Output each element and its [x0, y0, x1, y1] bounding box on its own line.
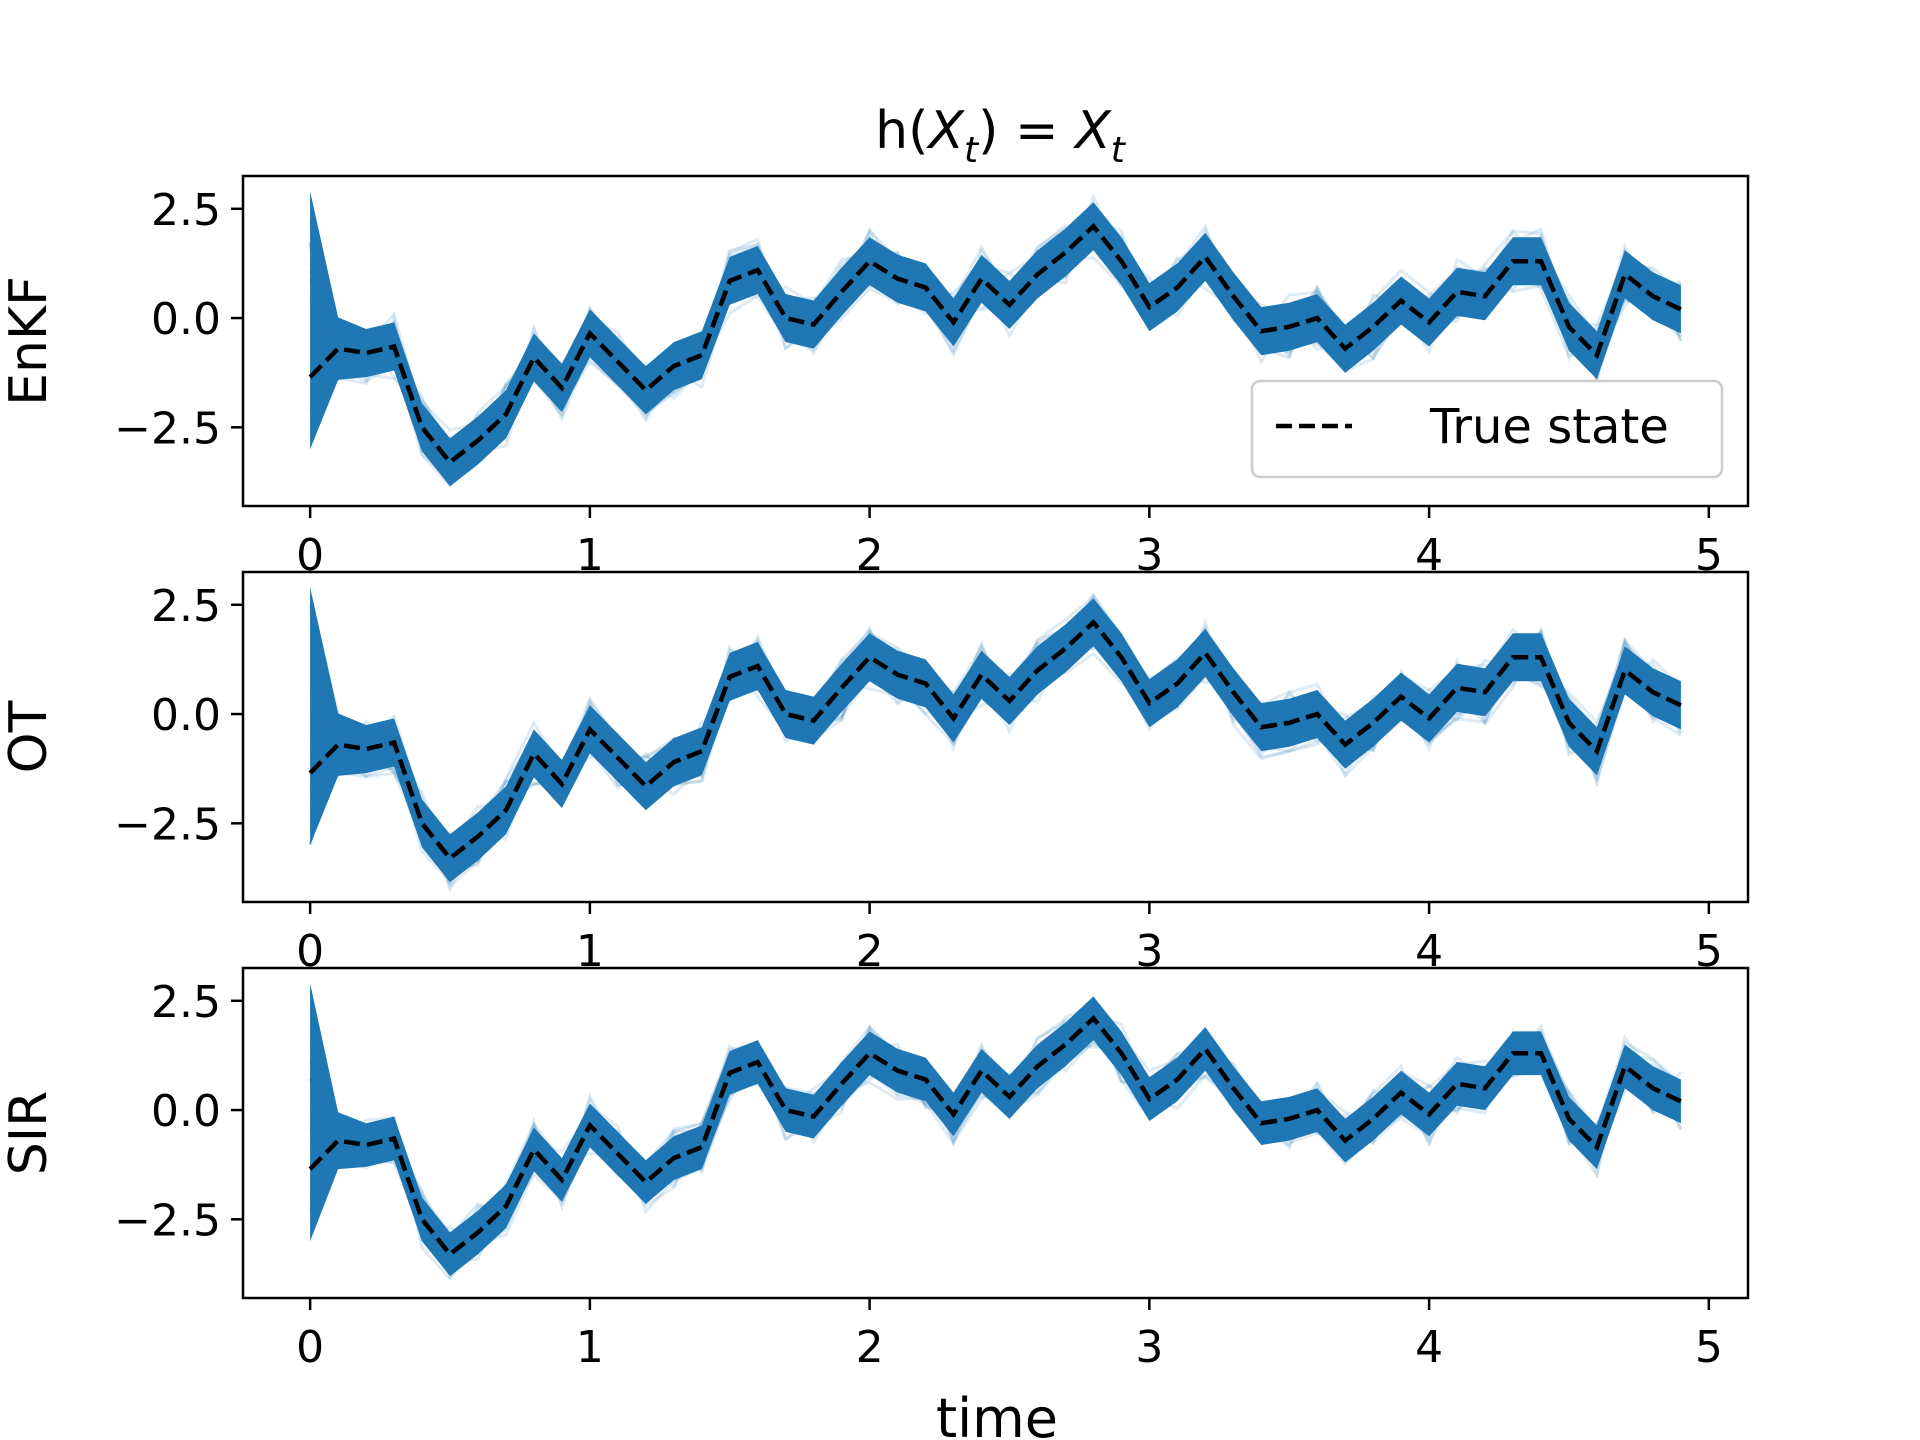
ensemble-member-line [308, 198, 1682, 465]
y-tick-label: 2.5 [151, 185, 221, 236]
ensemble-member-line [308, 604, 1683, 869]
x-tick-label: 0 [296, 926, 324, 977]
plot-area [308, 587, 1683, 894]
x-axis-label: time [936, 1387, 1058, 1440]
ensemble-member-line [308, 989, 1682, 1244]
y-tick-label: 2.5 [151, 581, 221, 632]
legend-label: True state [1429, 399, 1669, 455]
y-tick-label: −2.5 [114, 403, 221, 454]
ensemble-member-line [308, 212, 1681, 471]
panel-label: EnKF [0, 276, 59, 406]
ensemble-band [310, 587, 1681, 883]
panels: 2.5 0.0 −2.5 0 1 2 3 4 5 EnKF True state 2.5 0.0 −2.5… [0, 174, 1750, 1373]
x-tick-label: 5 [1695, 926, 1723, 977]
chart-title: h(Xt) = Xt [875, 101, 1127, 171]
ensemble-member-line [309, 1009, 1683, 1255]
y-tick-label: 2.5 [151, 977, 221, 1028]
true-state-line [308, 618, 1682, 862]
ensemble-member-line [308, 1021, 1682, 1268]
ensemble-member-line [309, 1002, 1683, 1264]
ensemble-member-line [308, 633, 1683, 888]
panel-sir: 2.5 0.0 −2.5 0 1 2 3 4 5 SIR [0, 966, 1750, 1373]
panel-ot: 2.5 0.0 −2.5 0 1 2 3 4 5 OT [0, 570, 1750, 977]
panel-enkf: 2.5 0.0 −2.5 0 1 2 3 4 5 EnKF True state [0, 174, 1750, 581]
ensemble-member-line [309, 1028, 1682, 1242]
y-tick-label: 0.0 [151, 294, 221, 345]
ensemble-member-line [308, 593, 1682, 885]
legend-box [1250, 379, 1724, 479]
true-state-line [308, 1014, 1682, 1258]
legend: True state [1250, 379, 1724, 479]
axes-frame [241, 570, 1750, 904]
x-tick-label: 1 [576, 530, 604, 581]
plot-area [308, 983, 1683, 1282]
ensemble-member-line [308, 625, 1682, 894]
x-tick-label: 3 [1135, 926, 1163, 977]
panel-label: SIR [0, 1091, 59, 1175]
y-tick-label: 0.0 [151, 690, 221, 741]
x-tick-label: 0 [296, 1322, 324, 1373]
y-tick-label: 0.0 [151, 1086, 221, 1137]
ensemble-member-line [308, 1000, 1682, 1260]
ensemble-member-line [308, 212, 1682, 482]
y-tick-label: −2.5 [114, 799, 221, 850]
ensemble-member-line [308, 1017, 1682, 1248]
x-tick-label: 2 [856, 1322, 884, 1373]
ensemble-member-line [308, 226, 1683, 464]
axes-frame [241, 966, 1750, 1300]
ensemble-member-line [308, 1004, 1683, 1265]
ensemble-member-line [308, 233, 1682, 441]
x-tick-label: 1 [576, 1322, 604, 1373]
x-tick-label: 5 [1695, 1322, 1723, 1373]
ensemble-member-line [309, 1039, 1682, 1278]
x-tick-label: 5 [1695, 530, 1723, 581]
axes-frame [241, 174, 1750, 508]
x-tick-label: 0 [296, 530, 324, 581]
ensemble-member-line [308, 199, 1682, 489]
ensemble-member-line [308, 608, 1683, 851]
ensemble-member-line [308, 219, 1682, 454]
ensemble-member-line [308, 213, 1683, 478]
x-tick-label: 1 [576, 926, 604, 977]
ensemble-member-line [309, 625, 1682, 860]
plot-area [308, 191, 1683, 489]
ensemble-member-line [308, 1022, 1683, 1280]
ensemble-member-line [308, 619, 1682, 863]
x-tick-label: 4 [1415, 926, 1443, 977]
ensemble-member-line [308, 203, 1682, 452]
ensemble-member-line [308, 1024, 1682, 1260]
ensemble-member-line [308, 609, 1682, 840]
ensemble-member-line [308, 192, 1683, 480]
ensemble-member-line [308, 624, 1683, 878]
y-tick-label: −2.5 [114, 1195, 221, 1246]
x-tick-label: 2 [856, 926, 884, 977]
ensemble-member-line [308, 592, 1683, 849]
true-state-line [308, 222, 1682, 466]
x-tick-label: 3 [1135, 1322, 1163, 1373]
x-tick-label: 4 [1415, 530, 1443, 581]
ensemble-member-line [309, 621, 1682, 889]
ensemble-band [310, 983, 1681, 1277]
x-tick-label: 3 [1135, 530, 1163, 581]
ensemble-member-line [309, 1002, 1681, 1244]
x-tick-label: 2 [856, 530, 884, 581]
panel-label: OT [0, 700, 59, 773]
x-tick-label: 4 [1415, 1322, 1443, 1373]
ensemble-member-line [308, 625, 1682, 870]
